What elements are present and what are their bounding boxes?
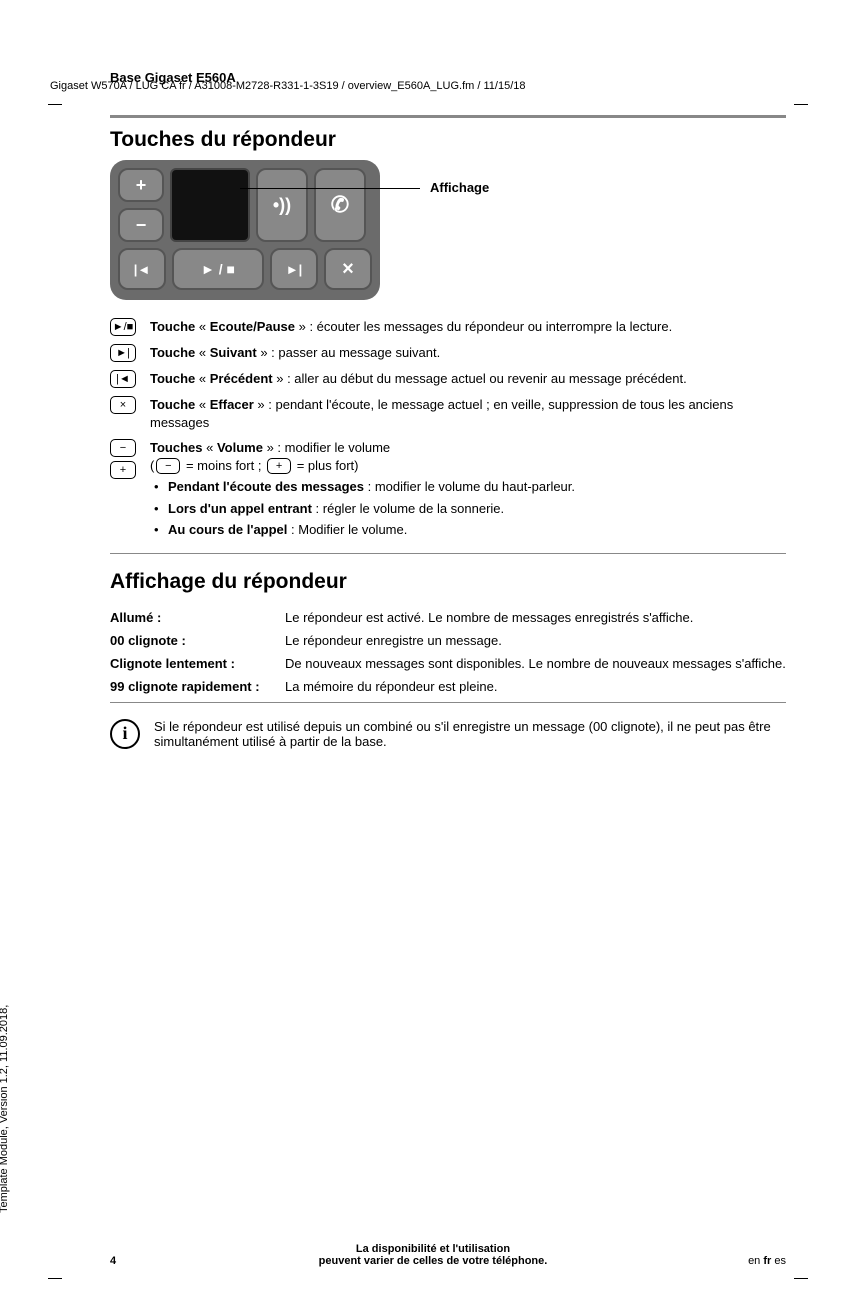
volume-line2: (− = moins fort ; + = plus fort) <box>150 457 786 475</box>
minus-icon: − <box>110 439 136 457</box>
key-text: Touche « Suivant » : passer au message s… <box>150 344 786 362</box>
key-row-volume: − + Touches « Volume » : modifier le vol… <box>110 439 786 543</box>
key-play-pause: ► / ■ <box>172 248 264 290</box>
inline-minus-icon: − <box>156 458 180 474</box>
key-glyph-icon: × <box>110 396 136 414</box>
status-value: Le répondeur est activé. Le nombre de me… <box>285 610 786 625</box>
status-row: Allumé :Le répondeur est activé. Le nomb… <box>110 610 786 625</box>
divider <box>110 115 786 118</box>
status-value: De nouveaux messages sont disponibles. L… <box>285 656 786 671</box>
divider <box>110 702 786 703</box>
section-title-answering-keys: Touches du répondeur <box>110 128 786 152</box>
display-status-table: Allumé :Le répondeur est activé. Le nomb… <box>110 610 786 694</box>
device-figure: + − •)) ✆ |◄ ► / ■ ►| × Affichage <box>110 160 786 300</box>
template-version-side: Template Module, Version 1.2, 11.09.2018… <box>0 1005 10 1213</box>
key-icon-col: − + <box>110 439 150 479</box>
key-descriptions: ►/■ Touche « Ecoute/Pause » : écouter les… <box>110 318 786 543</box>
key-glyph-icon: ►| <box>110 344 136 362</box>
status-label: Clignote lentement : <box>110 656 285 671</box>
info-note: i Si le répondeur est utilisé depuis un … <box>110 719 786 749</box>
key-text: Touche « Effacer » : pendant l'écoute, l… <box>150 396 786 431</box>
page-footer: 4 La disponibilité et l'utilisationpeuve… <box>110 1243 786 1267</box>
key-row: ►| Touche « Suivant » : passer au message… <box>110 344 786 362</box>
crop-mark <box>794 104 808 105</box>
key-glyph-icon: |◄ <box>110 370 136 388</box>
key-glyph-icon: ►/■ <box>110 318 136 336</box>
footer-langs: en fr es <box>726 1255 786 1267</box>
info-icon: i <box>110 719 140 749</box>
key-minus: − <box>118 208 164 242</box>
divider <box>110 553 786 554</box>
status-label: 00 clignote : <box>110 633 285 648</box>
status-row: 99 clignote rapidement :La mémoire du ré… <box>110 679 786 694</box>
callout-line <box>240 188 420 189</box>
plus-icon: + <box>110 461 136 479</box>
device-display <box>170 168 250 242</box>
crop-mark <box>48 1278 62 1279</box>
key-icon-col: ►/■ <box>110 318 150 336</box>
volume-bullets: Pendant l'écoute des messages : modifier… <box>150 478 786 539</box>
key-icon-col: |◄ <box>110 370 150 388</box>
key-row: |◄ Touche « Précédent » : aller au début … <box>110 370 786 388</box>
footer-center-text: La disponibilité et l'utilisationpeuvent… <box>140 1243 726 1267</box>
doc-header-path: Gigaset W570A / LUG CA fr / A31008-M2728… <box>50 80 526 92</box>
crop-mark <box>794 1278 808 1279</box>
status-label: Allumé : <box>110 610 285 625</box>
callout-label-display: Affichage <box>430 180 489 195</box>
key-text: Touche « Précédent » : aller au début du… <box>150 370 786 388</box>
inline-plus-icon: + <box>267 458 291 474</box>
page: Gigaset W570A / LUG CA fr / A31008-M2728… <box>0 70 856 1303</box>
crop-mark <box>48 104 62 105</box>
bullet-item: Au cours de l'appel : Modifier le volume… <box>150 521 786 539</box>
status-row: 00 clignote :Le répondeur enregistre un … <box>110 633 786 648</box>
key-next: ►| <box>270 248 318 290</box>
key-prev: |◄ <box>118 248 166 290</box>
bullet-item: Lors d'un appel entrant : régler le volu… <box>150 500 786 518</box>
info-text: Si le répondeur est utilisé depuis un co… <box>154 719 786 749</box>
key-icon-col: ►| <box>110 344 150 362</box>
key-icon-col: × <box>110 396 150 414</box>
status-value: Le répondeur enregistre un message. <box>285 633 786 648</box>
key-text: Touche « Ecoute/Pause » : écouter les me… <box>150 318 786 336</box>
key-row: × Touche « Effacer » : pendant l'écoute, … <box>110 396 786 431</box>
status-label: 99 clignote rapidement : <box>110 679 285 694</box>
key-plus: + <box>118 168 164 202</box>
key-row: ►/■ Touche « Ecoute/Pause » : écouter les… <box>110 318 786 336</box>
bullet-item: Pendant l'écoute des messages : modifier… <box>150 478 786 496</box>
device-illustration: + − •)) ✆ |◄ ► / ■ ►| × <box>110 160 380 300</box>
key-delete: × <box>324 248 372 290</box>
volume-line1: Touches « Volume » : modifier le volume <box>150 439 786 457</box>
status-value: La mémoire du répondeur est pleine. <box>285 679 786 694</box>
key-speaker: •)) <box>256 168 308 242</box>
status-row: Clignote lentement :De nouveaux messages… <box>110 656 786 671</box>
section-title-display: Affichage du répondeur <box>110 570 786 594</box>
page-number: 4 <box>110 1255 140 1267</box>
key-phone: ✆ <box>314 168 366 242</box>
key-text: Touches « Volume » : modifier le volume … <box>150 439 786 543</box>
